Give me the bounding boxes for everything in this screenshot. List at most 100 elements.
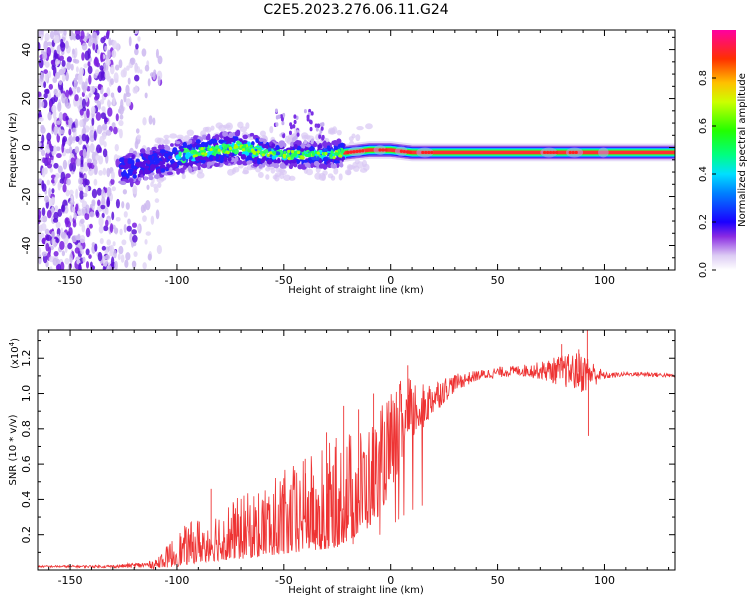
spectrogram-noise-blob xyxy=(111,49,117,58)
spectrogram-noise-blob xyxy=(41,251,48,257)
spectrogram-core-point xyxy=(243,143,247,148)
spectrogram-signal-blob xyxy=(147,154,153,161)
spectrogram-noise-blob xyxy=(67,220,71,228)
spectrogram-noise-blob xyxy=(88,74,92,85)
spectrogram-signal-blob xyxy=(132,173,137,179)
spectrogram-noise-blob xyxy=(93,57,99,67)
spectrogram-core-point xyxy=(247,149,251,153)
spectrogram-noise-blob xyxy=(65,139,71,145)
spectrogram-noise-blob xyxy=(38,110,42,118)
spectrogram-x-tick-label: 50 xyxy=(491,274,505,287)
spectrogram-noise-blob xyxy=(71,32,75,40)
spectrogram-noise-blob xyxy=(53,125,58,136)
spectrogram-noise-blob xyxy=(106,196,110,207)
spectrogram-peak-dot xyxy=(548,150,553,155)
spectrogram-noise-blob xyxy=(110,78,114,85)
spectrogram-noise-blob xyxy=(139,69,143,74)
spectrogram-noise-blob xyxy=(80,30,85,40)
spectrogram-noise-blob xyxy=(60,261,65,270)
spectrogram-noise-blob xyxy=(73,59,80,64)
spectrogram-noise-blob xyxy=(148,115,153,125)
spectrogram-noise-blob xyxy=(48,187,52,198)
spectrogram-noise-blob xyxy=(104,70,110,80)
snr-y-tick-label: 0.4 xyxy=(20,491,33,509)
spectrogram-noise-blob xyxy=(91,151,97,162)
spectrogram-noise-blob xyxy=(83,36,88,42)
spectrogram-noise-blob xyxy=(104,45,108,51)
spectrogram-noise-blob xyxy=(75,66,79,73)
spectrogram-noise-blob xyxy=(127,77,131,85)
spectrogram-noise-blob xyxy=(145,231,152,236)
spectrogram-signal-blob xyxy=(234,149,239,153)
spectrogram-noise-blob xyxy=(95,112,102,121)
spectrogram-noise-blob xyxy=(106,49,111,59)
spectrogram-signal-blob xyxy=(140,174,144,178)
colorbar-tick-label: 0.4 xyxy=(698,166,709,182)
spectrogram-noise-blob xyxy=(95,154,101,161)
spectrogram-noise-blob xyxy=(49,30,55,40)
spectrogram-haze xyxy=(181,173,186,180)
spectrogram-noise-blob xyxy=(53,162,59,169)
spectrogram-noise-blob xyxy=(110,178,115,185)
spectrogram-streak xyxy=(308,119,312,124)
spectrogram-noise-blob xyxy=(117,85,122,93)
spectrogram-signal-blob xyxy=(271,155,276,160)
spectrogram-noise-blob xyxy=(40,100,45,108)
spectrogram-noise-blob xyxy=(156,244,162,255)
spectrogram-noise-blob xyxy=(102,167,107,176)
spectrogram-noise-blob xyxy=(82,84,87,94)
spectrogram-signal-blob xyxy=(176,160,182,166)
spectrogram-core-point xyxy=(222,149,226,153)
spectrogram-noise-blob xyxy=(104,187,108,194)
spectrogram-noise-blob xyxy=(82,256,86,263)
spectrogram-noise-blob xyxy=(66,61,71,71)
spectrogram-noise-blob xyxy=(109,223,114,233)
spectrogram-noise-blob xyxy=(75,158,81,167)
spectrogram-signal-blob xyxy=(188,139,193,144)
spectrogram-signal-blob xyxy=(262,155,267,161)
spectrogram-noise-blob xyxy=(78,262,82,270)
spectrogram-noise-blob xyxy=(135,128,140,134)
spectrogram-noise-blob xyxy=(40,124,45,130)
spectrogram-signal-blob xyxy=(195,139,201,144)
spectrogram-noise-blob xyxy=(111,170,115,180)
spectrogram-signal-blob xyxy=(330,163,335,169)
spectrogram-core-point xyxy=(200,149,204,153)
snr-y-tick-label: 0.8 xyxy=(20,420,33,438)
spectrogram-noise-blob xyxy=(49,266,53,270)
spectrogram-signal-blob xyxy=(160,168,166,173)
spectrogram-noise-blob xyxy=(38,250,41,256)
snr-y-label: SNR (10 * v/v) xyxy=(8,414,19,485)
spectrogram-signal-blob xyxy=(317,144,323,149)
spectrogram-signal-blob xyxy=(283,142,287,148)
spectrogram-noise-blob xyxy=(85,227,91,238)
spectrogram-noise-blob xyxy=(109,64,115,75)
spectrogram-noise-blob xyxy=(98,170,103,176)
spectrogram-core-point xyxy=(290,149,295,154)
spectrogram-signal-blob xyxy=(326,145,331,149)
spectrogram-noise-blob xyxy=(91,188,98,199)
spectrogram-peak-dot xyxy=(546,150,550,155)
spectrogram-noise-blob xyxy=(101,123,108,131)
spectrogram-peak-dot xyxy=(551,150,556,155)
spectrogram-core-point xyxy=(226,150,230,155)
spectrogram-noise-blob xyxy=(52,109,57,120)
spectrogram-signal-blob xyxy=(146,159,151,165)
spectrogram-noise-blob xyxy=(86,32,90,39)
snr-y-tick-label: 0.2 xyxy=(20,526,33,544)
spectrogram-noise-blob xyxy=(73,80,78,89)
spectrogram-noise-blob xyxy=(42,51,48,61)
spectrogram-signal-blob xyxy=(206,163,210,169)
spectrogram-noise-blob xyxy=(147,253,152,261)
spectrogram-signal-blob xyxy=(152,152,158,157)
snr-y-tick-label: 0.6 xyxy=(20,455,33,473)
snr-x-tick-label: 50 xyxy=(491,574,505,587)
spectrogram-noise-blob xyxy=(55,221,61,229)
spectrogram-noise-blob xyxy=(105,254,110,260)
spectrogram-signal-blob xyxy=(271,143,276,148)
spectrogram-noise-blob xyxy=(124,259,129,269)
spectrogram-noise-blob xyxy=(50,59,55,65)
spectrogram-signal-blob xyxy=(322,156,329,162)
spectrogram-noise-blob xyxy=(108,37,112,46)
spectrogram-noise-blob xyxy=(132,222,137,228)
